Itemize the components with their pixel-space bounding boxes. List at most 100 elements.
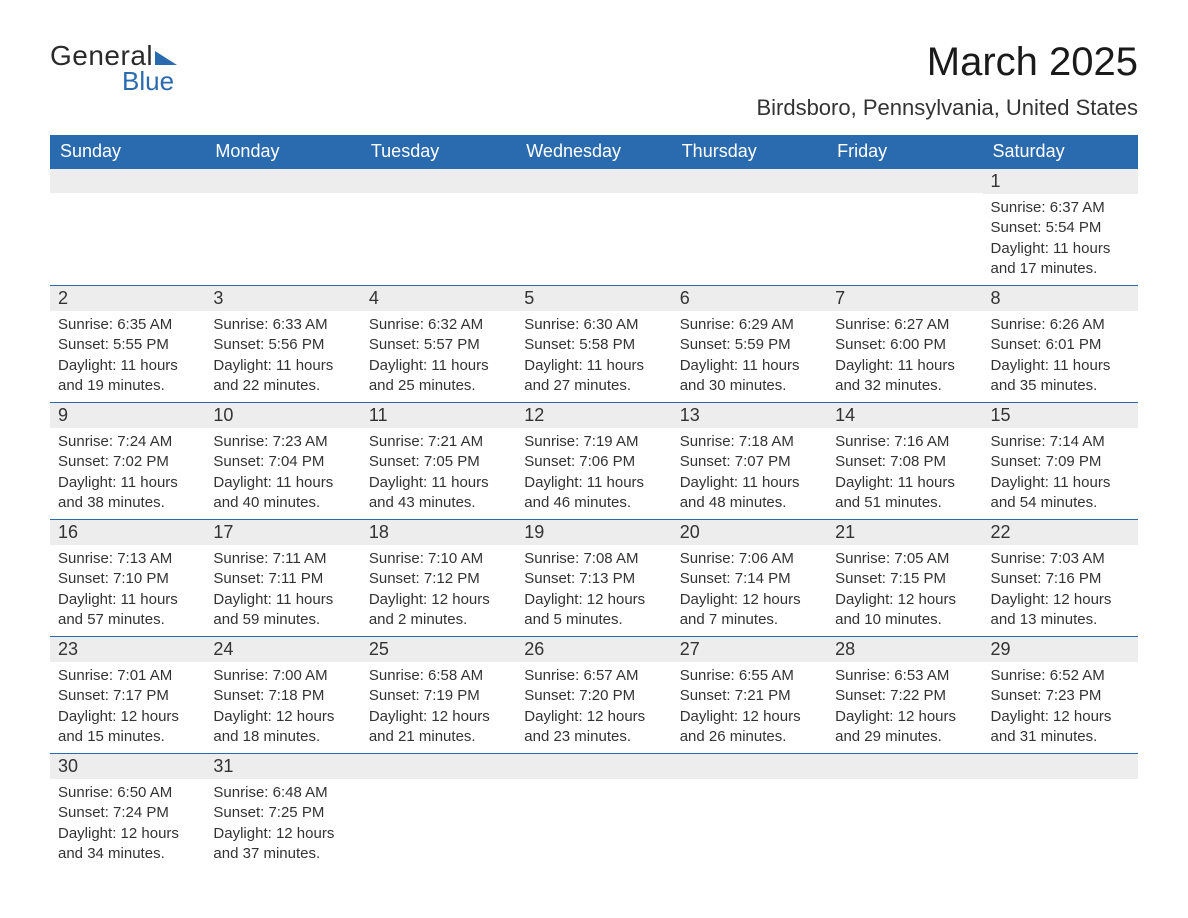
day-info: Sunrise: 6:29 AMSunset: 5:59 PMDaylight:… (672, 311, 827, 402)
calendar-day-cell (827, 169, 982, 286)
calendar-day-cell: 20Sunrise: 7:06 AMSunset: 7:14 PMDayligh… (672, 520, 827, 637)
day-info: Sunrise: 7:19 AMSunset: 7:06 PMDaylight:… (516, 428, 671, 519)
day-info: Sunrise: 6:30 AMSunset: 5:58 PMDaylight:… (516, 311, 671, 402)
day-number: 15 (983, 403, 1138, 428)
calendar-day-cell: 29Sunrise: 6:52 AMSunset: 7:23 PMDayligh… (983, 637, 1138, 754)
calendar-day-cell: 18Sunrise: 7:10 AMSunset: 7:12 PMDayligh… (361, 520, 516, 637)
page-title: March 2025 (756, 40, 1138, 85)
calendar-day-cell (672, 169, 827, 286)
day-number: 18 (361, 520, 516, 545)
weekday-header: Wednesday (516, 135, 671, 169)
day-info: Sunrise: 6:50 AMSunset: 7:24 PMDaylight:… (50, 779, 205, 870)
day-number: 9 (50, 403, 205, 428)
day-number (50, 169, 205, 193)
day-number: 27 (672, 637, 827, 662)
day-info: Sunrise: 7:14 AMSunset: 7:09 PMDaylight:… (983, 428, 1138, 519)
calendar-week-row: 23Sunrise: 7:01 AMSunset: 7:17 PMDayligh… (50, 637, 1138, 754)
day-number: 24 (205, 637, 360, 662)
day-number: 23 (50, 637, 205, 662)
day-number: 13 (672, 403, 827, 428)
day-number: 29 (983, 637, 1138, 662)
day-info: Sunrise: 6:37 AMSunset: 5:54 PMDaylight:… (983, 194, 1138, 285)
day-number (205, 169, 360, 193)
weekday-header: Monday (205, 135, 360, 169)
day-number (361, 169, 516, 193)
day-number: 2 (50, 286, 205, 311)
day-number (516, 754, 671, 779)
calendar-day-cell: 3Sunrise: 6:33 AMSunset: 5:56 PMDaylight… (205, 286, 360, 403)
day-number: 30 (50, 754, 205, 779)
day-info: Sunrise: 7:10 AMSunset: 7:12 PMDaylight:… (361, 545, 516, 636)
day-number (827, 169, 982, 193)
day-number: 17 (205, 520, 360, 545)
day-number (361, 754, 516, 779)
calendar-day-cell: 7Sunrise: 6:27 AMSunset: 6:00 PMDaylight… (827, 286, 982, 403)
day-number (827, 754, 982, 779)
weekday-header-row: Sunday Monday Tuesday Wednesday Thursday… (50, 135, 1138, 169)
day-number: 3 (205, 286, 360, 311)
calendar-day-cell: 22Sunrise: 7:03 AMSunset: 7:16 PMDayligh… (983, 520, 1138, 637)
calendar-week-row: 16Sunrise: 7:13 AMSunset: 7:10 PMDayligh… (50, 520, 1138, 637)
day-info: Sunrise: 6:58 AMSunset: 7:19 PMDaylight:… (361, 662, 516, 753)
logo-text-blue: Blue (122, 66, 177, 97)
day-number (672, 169, 827, 193)
day-number: 28 (827, 637, 982, 662)
day-info: Sunrise: 7:18 AMSunset: 7:07 PMDaylight:… (672, 428, 827, 519)
calendar-week-row: 1Sunrise: 6:37 AMSunset: 5:54 PMDaylight… (50, 169, 1138, 286)
weekday-header: Thursday (672, 135, 827, 169)
calendar-day-cell: 11Sunrise: 7:21 AMSunset: 7:05 PMDayligh… (361, 403, 516, 520)
calendar-day-cell: 4Sunrise: 6:32 AMSunset: 5:57 PMDaylight… (361, 286, 516, 403)
day-number (983, 754, 1138, 779)
day-number: 22 (983, 520, 1138, 545)
day-number: 12 (516, 403, 671, 428)
day-info: Sunrise: 7:00 AMSunset: 7:18 PMDaylight:… (205, 662, 360, 753)
day-info: Sunrise: 7:01 AMSunset: 7:17 PMDaylight:… (50, 662, 205, 753)
calendar-day-cell (983, 754, 1138, 871)
day-number: 7 (827, 286, 982, 311)
calendar-day-cell (50, 169, 205, 286)
calendar-day-cell (827, 754, 982, 871)
calendar-table: Sunday Monday Tuesday Wednesday Thursday… (50, 135, 1138, 870)
weekday-header: Friday (827, 135, 982, 169)
calendar-day-cell: 17Sunrise: 7:11 AMSunset: 7:11 PMDayligh… (205, 520, 360, 637)
logo-sail-icon (155, 51, 177, 65)
calendar-day-cell: 14Sunrise: 7:16 AMSunset: 7:08 PMDayligh… (827, 403, 982, 520)
calendar-day-cell: 10Sunrise: 7:23 AMSunset: 7:04 PMDayligh… (205, 403, 360, 520)
day-number (516, 169, 671, 193)
calendar-day-cell: 9Sunrise: 7:24 AMSunset: 7:02 PMDaylight… (50, 403, 205, 520)
calendar-day-cell (672, 754, 827, 871)
calendar-day-cell: 1Sunrise: 6:37 AMSunset: 5:54 PMDaylight… (983, 169, 1138, 286)
day-info: Sunrise: 7:11 AMSunset: 7:11 PMDaylight:… (205, 545, 360, 636)
calendar-day-cell: 25Sunrise: 6:58 AMSunset: 7:19 PMDayligh… (361, 637, 516, 754)
day-number: 14 (827, 403, 982, 428)
day-number: 19 (516, 520, 671, 545)
day-info: Sunrise: 7:05 AMSunset: 7:15 PMDaylight:… (827, 545, 982, 636)
calendar-day-cell: 28Sunrise: 6:53 AMSunset: 7:22 PMDayligh… (827, 637, 982, 754)
day-number: 4 (361, 286, 516, 311)
day-number (672, 754, 827, 779)
calendar-day-cell: 8Sunrise: 6:26 AMSunset: 6:01 PMDaylight… (983, 286, 1138, 403)
calendar-day-cell: 27Sunrise: 6:55 AMSunset: 7:21 PMDayligh… (672, 637, 827, 754)
calendar-day-cell (516, 754, 671, 871)
weekday-header: Sunday (50, 135, 205, 169)
day-number: 25 (361, 637, 516, 662)
day-info: Sunrise: 6:57 AMSunset: 7:20 PMDaylight:… (516, 662, 671, 753)
calendar-day-cell: 31Sunrise: 6:48 AMSunset: 7:25 PMDayligh… (205, 754, 360, 871)
day-number: 31 (205, 754, 360, 779)
day-info: Sunrise: 6:33 AMSunset: 5:56 PMDaylight:… (205, 311, 360, 402)
calendar-day-cell (205, 169, 360, 286)
day-info: Sunrise: 6:35 AMSunset: 5:55 PMDaylight:… (50, 311, 205, 402)
day-info: Sunrise: 7:23 AMSunset: 7:04 PMDaylight:… (205, 428, 360, 519)
calendar-week-row: 9Sunrise: 7:24 AMSunset: 7:02 PMDaylight… (50, 403, 1138, 520)
calendar-day-cell: 2Sunrise: 6:35 AMSunset: 5:55 PMDaylight… (50, 286, 205, 403)
day-info: Sunrise: 7:24 AMSunset: 7:02 PMDaylight:… (50, 428, 205, 519)
calendar-day-cell: 24Sunrise: 7:00 AMSunset: 7:18 PMDayligh… (205, 637, 360, 754)
calendar-week-row: 2Sunrise: 6:35 AMSunset: 5:55 PMDaylight… (50, 286, 1138, 403)
day-number: 10 (205, 403, 360, 428)
day-number: 8 (983, 286, 1138, 311)
calendar-day-cell: 15Sunrise: 7:14 AMSunset: 7:09 PMDayligh… (983, 403, 1138, 520)
day-info: Sunrise: 6:27 AMSunset: 6:00 PMDaylight:… (827, 311, 982, 402)
calendar-day-cell: 19Sunrise: 7:08 AMSunset: 7:13 PMDayligh… (516, 520, 671, 637)
day-number: 6 (672, 286, 827, 311)
calendar-day-cell: 13Sunrise: 7:18 AMSunset: 7:07 PMDayligh… (672, 403, 827, 520)
